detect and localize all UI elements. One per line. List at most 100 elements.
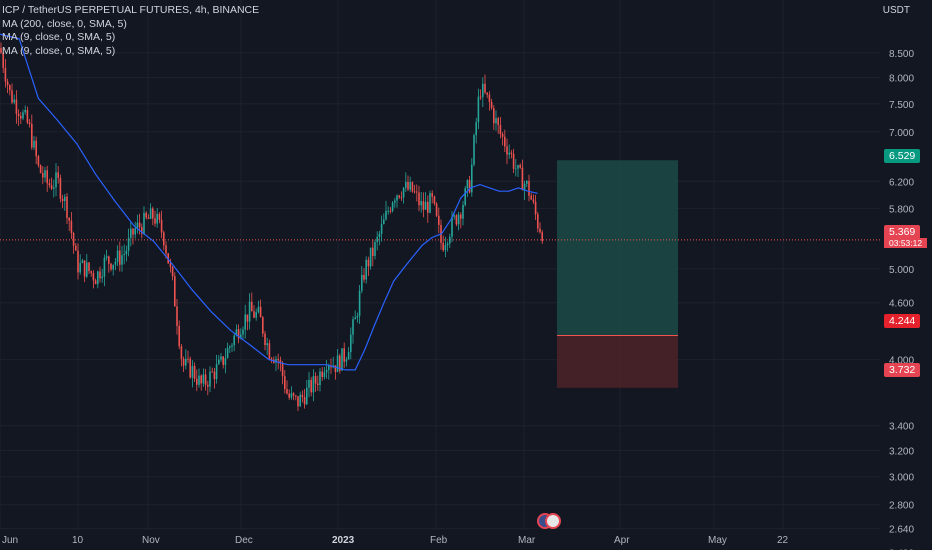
candle-body bbox=[48, 183, 51, 186]
candle-body bbox=[495, 118, 497, 124]
time-tick-label: May bbox=[708, 535, 727, 546]
candle-body bbox=[330, 366, 332, 368]
candle-body bbox=[284, 376, 286, 390]
candle-body bbox=[81, 260, 84, 263]
price-tick-label: 3.400 bbox=[889, 422, 914, 433]
candle-body bbox=[59, 177, 62, 199]
candle-body bbox=[196, 378, 198, 385]
candle-body bbox=[523, 183, 526, 191]
candle-body bbox=[400, 197, 403, 199]
ma-200-line bbox=[0, 33, 538, 371]
candle-body bbox=[306, 387, 308, 405]
candle-body bbox=[222, 356, 224, 365]
candle-body bbox=[220, 356, 222, 360]
loss-zone bbox=[557, 335, 678, 388]
candle-body bbox=[132, 228, 134, 235]
candle-body bbox=[314, 376, 317, 384]
candle-body bbox=[130, 228, 132, 238]
candle-body bbox=[240, 334, 242, 339]
candle-body bbox=[407, 181, 409, 190]
candle-body bbox=[418, 192, 420, 206]
ma-200-label[interactable]: MA (200, close, 0, SMA, 5) bbox=[2, 17, 127, 30]
candle-body bbox=[174, 276, 176, 307]
symbol-title[interactable]: ICP / TetherUS PERPETUAL FUTURES, 4h, BI… bbox=[2, 4, 260, 16]
time-tick-label: 22 bbox=[777, 535, 789, 546]
candle-body bbox=[512, 153, 515, 169]
candle-body bbox=[464, 188, 466, 205]
price-tick-label: 8.500 bbox=[889, 49, 914, 60]
candle-body bbox=[9, 85, 11, 91]
candle-body bbox=[94, 280, 97, 285]
candle-body bbox=[358, 290, 361, 316]
candle-body bbox=[125, 250, 128, 255]
candle-body bbox=[17, 113, 20, 117]
candle-body bbox=[171, 266, 174, 277]
time-tick-label: Nov bbox=[142, 535, 160, 546]
candle-body bbox=[266, 343, 268, 346]
candle-body bbox=[290, 393, 293, 398]
candle-body bbox=[422, 201, 425, 210]
candle-body bbox=[325, 369, 328, 373]
candle-body bbox=[145, 212, 147, 218]
candle-body bbox=[508, 152, 510, 155]
candle-body bbox=[215, 364, 218, 380]
price-tick-label: 3.200 bbox=[889, 446, 914, 457]
time-tick-label: Dec bbox=[235, 535, 253, 546]
candle-body bbox=[86, 262, 88, 277]
candle-body bbox=[226, 348, 229, 359]
candle-body bbox=[246, 314, 249, 322]
candle-body bbox=[343, 348, 345, 362]
candle-body bbox=[64, 196, 66, 202]
candle-body bbox=[248, 301, 251, 322]
candle-body bbox=[147, 217, 150, 219]
candle-body bbox=[431, 193, 433, 197]
time-tick-label: Jun bbox=[2, 535, 18, 546]
candle-body bbox=[528, 181, 530, 196]
candle-body bbox=[275, 358, 277, 363]
candle-body bbox=[251, 301, 253, 312]
candle-body bbox=[341, 348, 343, 371]
price-tick-label: 2.490 bbox=[889, 548, 914, 550]
candle-body bbox=[473, 135, 475, 165]
candle-body bbox=[537, 214, 539, 229]
candle-body bbox=[319, 371, 321, 386]
currency-unit[interactable]: USDT bbox=[882, 5, 910, 16]
candle-body bbox=[103, 257, 106, 277]
candle-body bbox=[235, 329, 238, 336]
candle-body bbox=[61, 198, 64, 202]
candle-body bbox=[72, 233, 75, 246]
candle-body bbox=[471, 164, 473, 193]
candle-body bbox=[244, 314, 246, 330]
flag-event-icon[interactable] bbox=[545, 513, 561, 529]
candle-body bbox=[501, 133, 504, 137]
candle-body bbox=[114, 261, 117, 265]
candle-body bbox=[110, 263, 112, 270]
candle-body bbox=[405, 181, 407, 188]
candle-body bbox=[433, 196, 436, 204]
candle-body bbox=[134, 228, 136, 235]
candle-body bbox=[97, 271, 99, 285]
candle-body bbox=[299, 394, 301, 407]
price-tick-label: 5.000 bbox=[889, 265, 914, 276]
candle-body bbox=[515, 168, 517, 170]
candle-body bbox=[176, 306, 178, 326]
candle-body bbox=[270, 358, 273, 360]
candle-body bbox=[394, 200, 396, 203]
ma-9-label-a[interactable]: MA (9, close, 0, SMA, 5) bbox=[2, 31, 116, 43]
bar-countdown: 03:53:12 bbox=[884, 238, 928, 248]
candle-body bbox=[90, 271, 92, 274]
candle-body bbox=[213, 371, 216, 380]
time-tick-label: Mar bbox=[518, 535, 536, 546]
price-tick-label: 7.000 bbox=[889, 128, 914, 139]
candle-body bbox=[108, 256, 110, 264]
candle-body bbox=[70, 220, 73, 234]
ma-9-label-b[interactable]: MA (9, close, 0, SMA, 5) bbox=[2, 44, 116, 57]
candle-body bbox=[24, 109, 26, 113]
candle-body bbox=[334, 365, 337, 372]
candle-body bbox=[385, 210, 387, 220]
candle-body bbox=[253, 311, 255, 318]
candle-body bbox=[468, 180, 471, 193]
candle-body bbox=[259, 306, 262, 318]
candle-body bbox=[435, 203, 438, 216]
